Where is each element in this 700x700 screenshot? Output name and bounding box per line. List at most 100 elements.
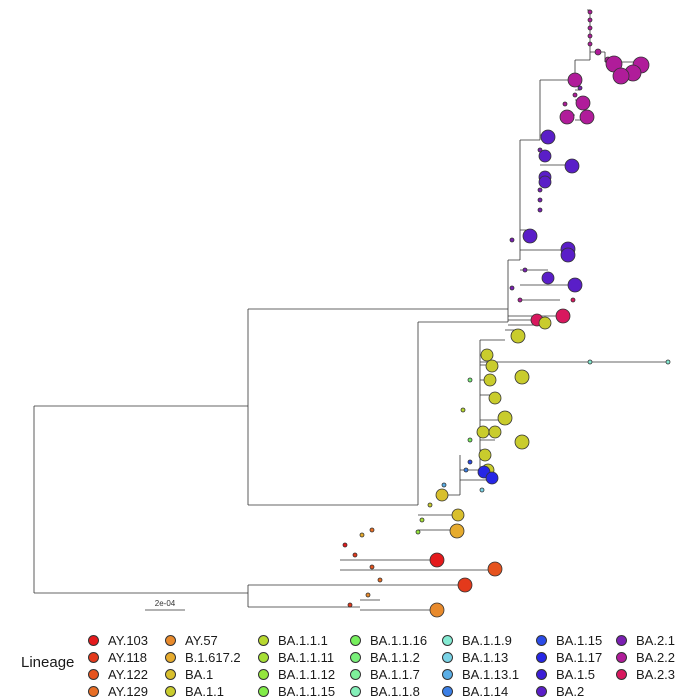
legend-swatch (442, 652, 453, 663)
legend-swatch (350, 686, 361, 697)
legend-swatch (536, 635, 547, 646)
legend-label: AY.122 (108, 667, 149, 682)
legend-item: AY.57 (165, 632, 241, 649)
legend-swatch (88, 686, 99, 697)
tip-dot (467, 459, 473, 465)
tip-dot (567, 72, 583, 88)
legend-swatch (258, 635, 269, 646)
legend-column: BA.2.1 BA.2.2 BA.2.3 (616, 632, 675, 683)
legend-label: BA.1.13.1 (462, 667, 520, 682)
tip-dot (488, 391, 502, 405)
tip-dot (665, 359, 671, 365)
legend-item: BA.1.1.8 (350, 683, 427, 700)
tip-dot (522, 267, 528, 273)
tip-dot (562, 101, 568, 107)
tip-dot (352, 552, 358, 558)
legend-item: BA.1.1.1 (258, 632, 335, 649)
legend-item: BA.1.17 (536, 649, 602, 666)
legend-item: BA.1.1.9 (442, 632, 519, 649)
tip-dot (555, 308, 571, 324)
legend-label: BA.1.1.2 (370, 650, 420, 665)
legend-item: BA.1.13.1 (442, 666, 519, 683)
tip-dot (509, 285, 515, 291)
legend-label: BA.1.14 (462, 684, 509, 699)
tip-dot (342, 542, 348, 548)
tip-dot (460, 407, 466, 413)
legend-swatch (258, 652, 269, 663)
tip-dot (435, 488, 449, 502)
tip-dot (577, 85, 583, 91)
tip-dot (485, 359, 499, 373)
legend-item: BA.2 (536, 683, 602, 700)
tip-dot (449, 523, 465, 539)
legend-item: BA.1.1.16 (350, 632, 427, 649)
tip-dot (587, 359, 593, 365)
legend-swatch (350, 635, 361, 646)
tip-dot (510, 328, 526, 344)
tip-dot (415, 529, 421, 535)
legend-label: B.1.617.2 (185, 650, 241, 665)
legend-swatch (350, 669, 361, 680)
legend-item: BA.1.1.2 (350, 649, 427, 666)
tip-dot (540, 129, 556, 145)
tip-dot (560, 247, 576, 263)
tip-dot (359, 532, 365, 538)
legend-item: AY.129 (88, 683, 148, 700)
tip-dot (537, 207, 543, 213)
tip-dot (457, 577, 473, 593)
tip-dot (485, 471, 499, 485)
tip-dot (587, 33, 593, 39)
legend-item: AY.118 (88, 649, 148, 666)
tip-dot (509, 237, 515, 243)
tip-dots (342, 9, 671, 618)
legend-label: BA.2 (556, 684, 585, 699)
legend-label: BA.1.15 (556, 633, 603, 648)
legend-label: BA.1.5 (556, 667, 596, 682)
legend-column: BA.1.1.1 BA.1.1.11 BA.1.1.12 BA.1.1.15 (258, 632, 335, 700)
legend-label: BA.1.1.11 (278, 650, 335, 665)
legend-item: BA.1.5 (536, 666, 602, 683)
legend-item: B.1.617.2 (165, 649, 241, 666)
legend-item: BA.1.1.15 (258, 683, 335, 700)
tip-dot (365, 592, 371, 598)
legend-item: AY.103 (88, 632, 148, 649)
tip-dot (369, 564, 375, 570)
legend-item: BA.1.1.7 (350, 666, 427, 683)
legend-label: BA.1.1.9 (462, 633, 512, 648)
legend-column: AY.103 AY.118 AY.122 AY.129 (88, 632, 148, 700)
legend-swatch (616, 635, 627, 646)
tip-dot (514, 369, 530, 385)
legend-swatch (88, 669, 99, 680)
legend-label: BA.1.1.1 (278, 633, 328, 648)
tip-dot (559, 109, 575, 125)
legend-swatch (442, 669, 453, 680)
legend-label: BA.1.1.12 (278, 667, 336, 682)
tip-dot (517, 297, 523, 303)
legend-swatch (616, 652, 627, 663)
tip-dot (522, 228, 538, 244)
legend-label: AY.129 (108, 684, 149, 699)
legend-swatch (165, 669, 176, 680)
legend-item: BA.1.15 (536, 632, 602, 649)
legend-swatch (350, 652, 361, 663)
legend-swatch (165, 652, 176, 663)
scale-bar-label: 2e-04 (155, 599, 176, 608)
tip-dot (478, 448, 492, 462)
tip-dot (467, 437, 473, 443)
legend-swatch (258, 669, 269, 680)
tip-dot (537, 147, 543, 153)
legend-label: BA.1.17 (556, 650, 603, 665)
legend-label: AY.118 (108, 650, 148, 665)
legend-swatch (165, 635, 176, 646)
tip-dot (567, 277, 583, 293)
tip-dot (538, 149, 552, 163)
tip-dot (429, 552, 445, 568)
legend-title: Lineage (21, 654, 75, 671)
tip-dot (579, 109, 595, 125)
tip-dot (587, 9, 593, 15)
legend-swatch (442, 635, 453, 646)
tip-dot (575, 95, 591, 111)
tip-dot (564, 158, 580, 174)
legend-item: BA.2.1 (616, 632, 675, 649)
legend-item: BA.2.2 (616, 649, 675, 666)
